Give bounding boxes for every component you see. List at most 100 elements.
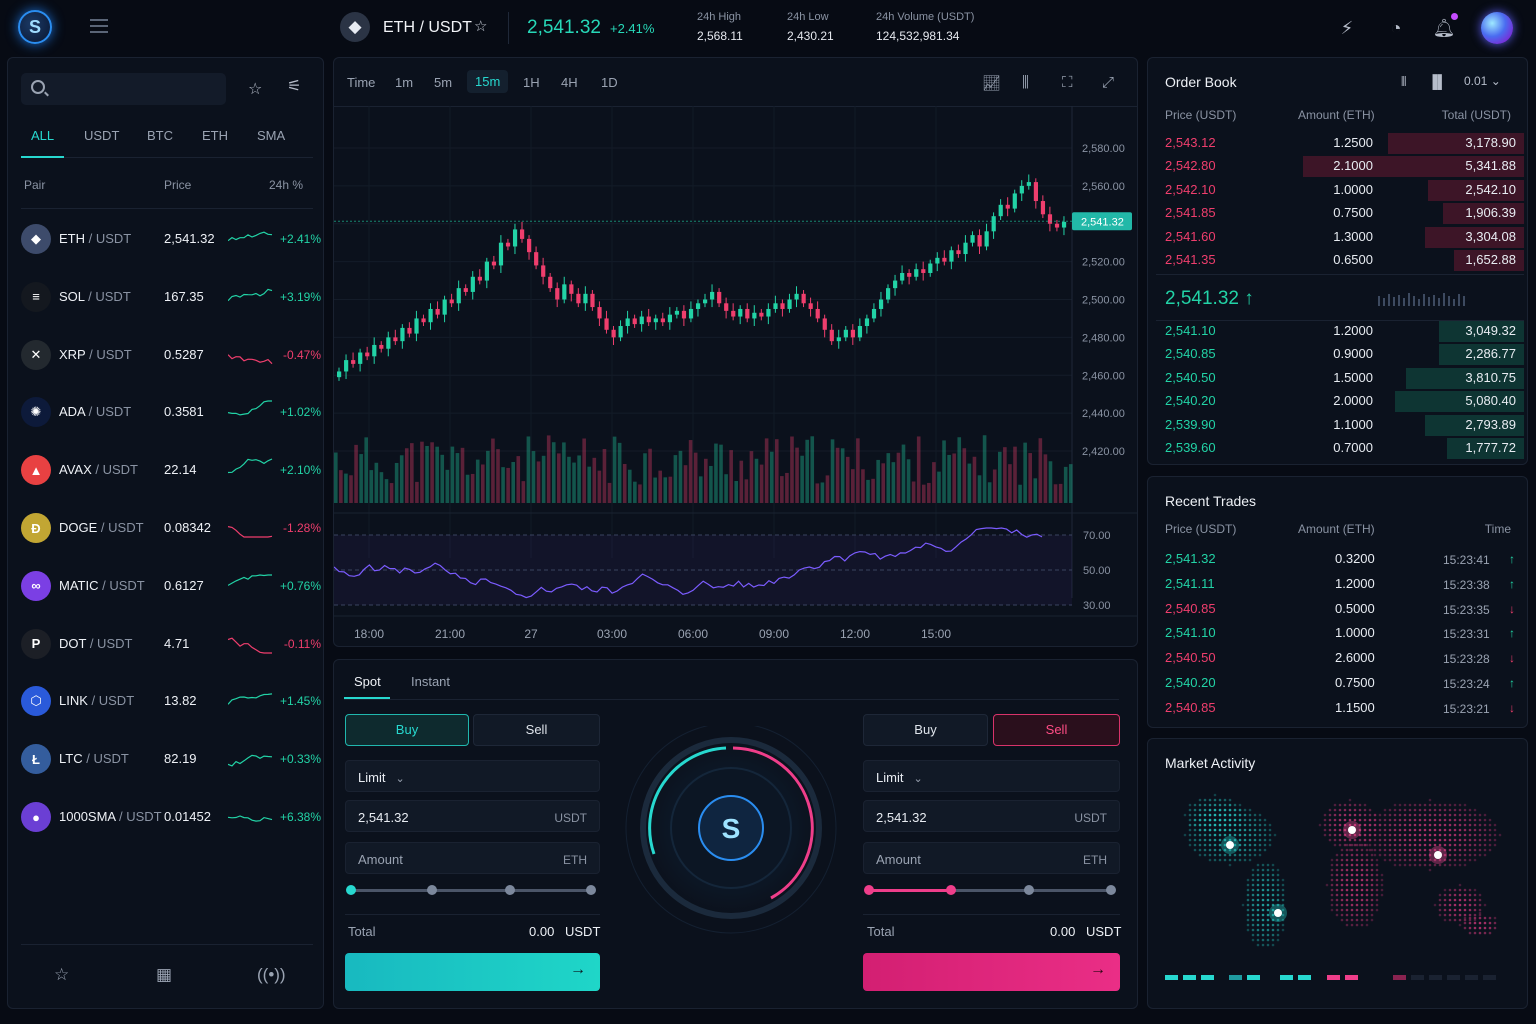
market-row[interactable]: ∞ MATIC / USDT 0.6127 +0.76% — [21, 562, 321, 612]
volume-bar — [815, 483, 820, 503]
lightning-icon[interactable]: ⚡ — [1340, 18, 1354, 38]
bid-row[interactable]: 2,541.10 1.2000 3,049.32 — [1156, 320, 1524, 342]
book-view-both-icon[interactable]: ⫴ — [1401, 74, 1407, 89]
map-dot — [1335, 888, 1339, 892]
map-dot — [1253, 818, 1257, 822]
precision-select[interactable]: 0.01 ⌄ — [1464, 74, 1501, 88]
sell-amount-input[interactable]: Amount ETH — [863, 842, 1120, 874]
grid-icon[interactable]: ▦ — [156, 965, 173, 984]
ask-row[interactable]: 2,541.85 0.7500 1,906.39 — [1156, 202, 1524, 225]
timeframe-1d[interactable]: 1D — [601, 75, 618, 90]
avatar[interactable] — [1481, 12, 1513, 44]
ask-row[interactable]: 2,541.35 0.6500 1,652.88 — [1156, 249, 1524, 271]
tab-spot[interactable]: Spot — [354, 674, 381, 689]
map-dot — [1473, 823, 1477, 827]
trade-time: 15:23:21 — [1443, 701, 1490, 716]
slider-step[interactable] — [1106, 885, 1116, 895]
search-input[interactable] — [21, 73, 226, 105]
map-dot — [1276, 873, 1280, 877]
map-dot — [1403, 818, 1407, 822]
map-dot — [1281, 903, 1285, 907]
bid-row[interactable]: 2,540.85 0.9000 2,286.77 — [1156, 343, 1524, 366]
timeframe-1h[interactable]: 1H — [523, 75, 540, 90]
filter-icon[interactable]: ⚟ — [287, 78, 302, 95]
market-row[interactable]: ✺ ADA / USDT 0.3581 +1.02% — [21, 388, 321, 438]
pair-title[interactable]: ETH / USDT — [383, 19, 472, 36]
book-view-bids-icon[interactable]: ▐▌ — [1428, 74, 1447, 89]
map-dot — [1360, 898, 1364, 902]
buy-side-sell-toggle[interactable]: Sell — [473, 714, 600, 746]
sell-order-type-select[interactable]: Limit ⌄ — [863, 760, 1120, 792]
market-row[interactable]: ✕ XRP / USDT 0.5287 -0.47% — [21, 331, 321, 381]
bid-row[interactable]: 2,539.90 1.1000 2,793.89 — [1156, 414, 1524, 436]
market-row[interactable]: ▲ AVAX / USDT 22.14 +2.10% — [21, 446, 321, 496]
volume-bar — [1053, 484, 1058, 503]
star-icon[interactable]: ☆ — [54, 965, 70, 984]
tab-eth[interactable]: ETH — [202, 128, 228, 143]
map-dot — [1478, 813, 1482, 817]
bid-row[interactable]: 2,539.60 0.7000 1,777.72 — [1156, 437, 1524, 459]
favorites-star-icon[interactable]: ☆ — [248, 81, 263, 98]
menu-icon[interactable] — [90, 19, 108, 33]
indicators-icon[interactable]: 📈︎ — [982, 75, 1002, 92]
slider-step[interactable] — [505, 885, 515, 895]
y-tick-label: 2,460.00 — [1082, 370, 1125, 382]
buy-amount-input[interactable]: Amount ETH — [345, 842, 600, 874]
volume-bar — [866, 479, 870, 503]
tab-all[interactable]: ALL — [31, 128, 55, 143]
timeframe-1m[interactable]: 1m — [395, 75, 414, 90]
buy-submit-button[interactable]: → — [345, 953, 600, 991]
slider-step[interactable] — [1024, 885, 1034, 895]
fullscreen-icon[interactable]: ⛶ — [1062, 74, 1073, 91]
pie-chart-icon[interactable]: ◔ — [1390, 18, 1402, 38]
buy-amount-slider[interactable] — [346, 885, 596, 895]
chart-type-icon[interactable]: ⫼ — [1022, 74, 1029, 91]
sell-amount-slider[interactable] — [864, 885, 1116, 895]
sell-side-buy-toggle[interactable]: Buy — [863, 714, 988, 746]
timeframe-15m[interactable]: 15m — [467, 70, 509, 93]
timeframe-time[interactable]: Time — [347, 75, 376, 90]
tab-instant[interactable]: Instant — [411, 674, 451, 689]
ask-row[interactable]: 2,543.12 1.2500 3,178.90 — [1156, 132, 1524, 154]
ask-row[interactable]: 2,541.60 1.3000 3,304.08 — [1156, 226, 1524, 248]
market-row[interactable]: ● 1000SMA / USDT 0.01452 +6.38% — [21, 793, 321, 843]
broadcast-icon[interactable]: ((•)) — [257, 965, 286, 984]
tab-sma[interactable]: SMA — [257, 128, 286, 143]
map-dot — [1355, 868, 1359, 872]
tab-usdt[interactable]: USDT — [84, 128, 120, 143]
slider-step[interactable] — [427, 885, 437, 895]
sell-price-input[interactable]: 2,541.32 USDT — [863, 800, 1120, 832]
slider-step[interactable] — [586, 885, 596, 895]
bid-row[interactable]: 2,540.20 2.0000 5,080.40 — [1156, 390, 1524, 413]
bell-icon[interactable]: 🔔︎ — [1432, 18, 1456, 38]
candle — [942, 257, 947, 262]
ask-row[interactable]: 2,542.10 1.0000 2,542.10 — [1156, 179, 1524, 201]
market-row[interactable]: ≡ SOL / USDT 167.35 +3.19% — [21, 273, 321, 323]
tab-btc[interactable]: BTC — [147, 128, 173, 143]
buy-price-input[interactable]: 2,541.32 USDT — [345, 800, 600, 832]
expand-icon[interactable]: ⤢ — [1102, 74, 1115, 91]
buy-order-type-select[interactable]: Limit ⌄ — [345, 760, 600, 792]
map-dot — [1458, 808, 1462, 812]
market-row[interactable]: Ð DOGE / USDT 0.08342 -1.28% — [21, 504, 321, 554]
price-chart[interactable]: 2,580.002,560.002,540.002,520.002,500.00… — [334, 106, 1137, 646]
timeframe-4h[interactable]: 4H — [561, 75, 578, 90]
ask-row[interactable]: 2,542.80 2.1000 5,341.88 — [1156, 155, 1524, 178]
map-dot — [1493, 828, 1497, 832]
logo-icon[interactable]: S — [18, 10, 52, 44]
slider-step[interactable] — [946, 885, 956, 895]
bid-row[interactable]: 2,540.50 1.5000 3,810.75 — [1156, 367, 1524, 389]
sell-submit-button[interactable]: → — [863, 953, 1120, 991]
market-row[interactable]: P DOT / USDT 4.71 -0.11% — [21, 620, 321, 670]
market-row[interactable]: ◆ ETH / USDT 2,541.32 +2.41% — [21, 215, 321, 265]
market-row[interactable]: ⬡ LINK / USDT 13.82 +1.45% — [21, 677, 321, 727]
candle — [660, 318, 665, 323]
map-dot — [1243, 808, 1247, 812]
timeframe-5m[interactable]: 5m — [434, 75, 453, 90]
favorite-star-icon[interactable]: ☆ — [474, 18, 488, 35]
slider-handle[interactable] — [864, 885, 874, 895]
sell-side-sell-toggle[interactable]: Sell — [993, 714, 1120, 746]
slider-handle[interactable] — [346, 885, 356, 895]
buy-side-buy-toggle[interactable]: Buy — [345, 714, 469, 746]
market-row[interactable]: Ł LTC / USDT 82.19 +0.33% — [21, 735, 321, 785]
